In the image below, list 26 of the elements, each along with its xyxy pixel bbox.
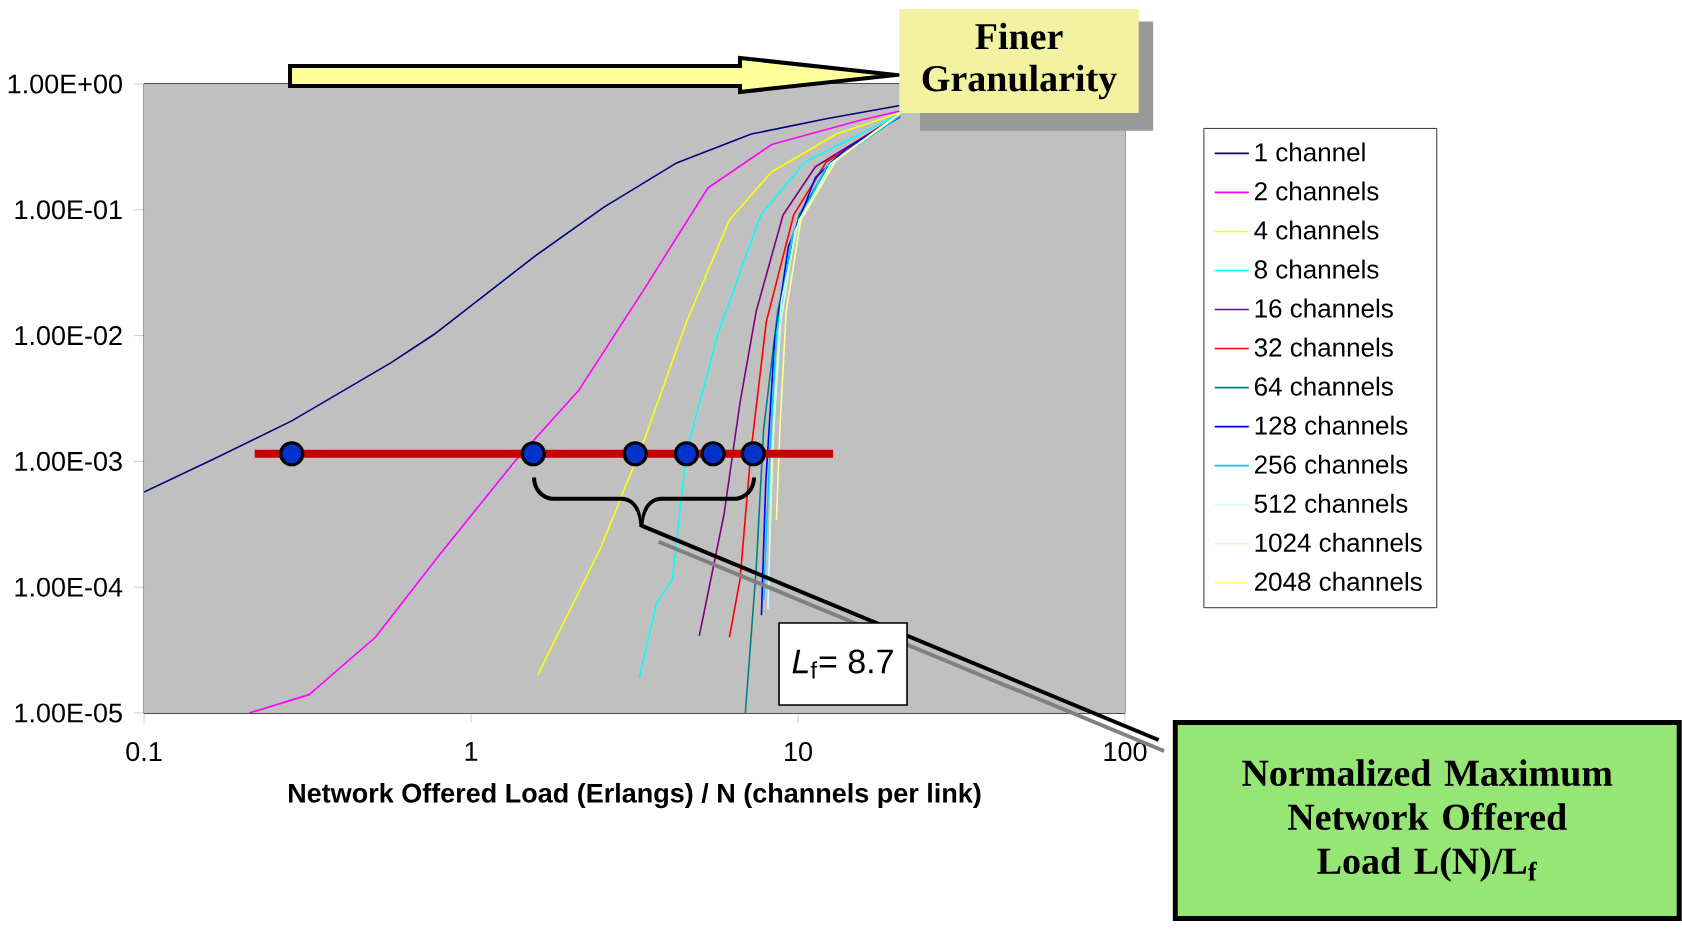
legend-label: 128 channels bbox=[1255, 415, 1408, 435]
x-tick-label: 10 bbox=[785, 742, 812, 762]
legend-label: 512 channels bbox=[1254, 493, 1408, 513]
x-tick-label: 100 bbox=[1104, 742, 1147, 762]
y-tick-label: 1.00E-02 bbox=[15, 326, 122, 346]
x-tick-label: 1 bbox=[465, 742, 478, 761]
legend-label: 1 channel bbox=[1255, 142, 1365, 162]
legend-label: 8 channels bbox=[1254, 259, 1379, 279]
x-tick-label: 0.1 bbox=[126, 742, 162, 762]
y-tick-label: 1.00E+00 bbox=[8, 74, 122, 94]
legend-label: 32 channels bbox=[1254, 337, 1393, 357]
y-tick-label: 1.00E-01 bbox=[15, 200, 122, 220]
legend-label: 16 channels bbox=[1255, 298, 1393, 318]
legend-label: 256 channels bbox=[1254, 454, 1408, 474]
y-tick-label: 1.00E-03 bbox=[15, 451, 122, 471]
legend-label: 64 channels bbox=[1254, 376, 1393, 396]
text: Normalized Maximum Network Offered Load L(N)/L$_{f}$ bbox=[1242, 759, 1613, 882]
annotation: Finer Granularity bbox=[922, 22, 1117, 100]
legend-label: 2 channels bbox=[1254, 181, 1379, 201]
legend-label: 2048 channels bbox=[1254, 571, 1422, 591]
x-axis-title: Network Offered Load (Erlangs) / N (channels per link) bbox=[289, 782, 981, 809]
annotation: L$_{f}$= 8.7 bbox=[792, 649, 893, 679]
y-tick-label: 1.00E-05 bbox=[15, 703, 122, 723]
y-tick-label: 1.00E-04 bbox=[15, 577, 123, 597]
legend-label: 4 channels bbox=[1254, 220, 1379, 240]
legend-label: 1024 channels bbox=[1255, 532, 1422, 552]
